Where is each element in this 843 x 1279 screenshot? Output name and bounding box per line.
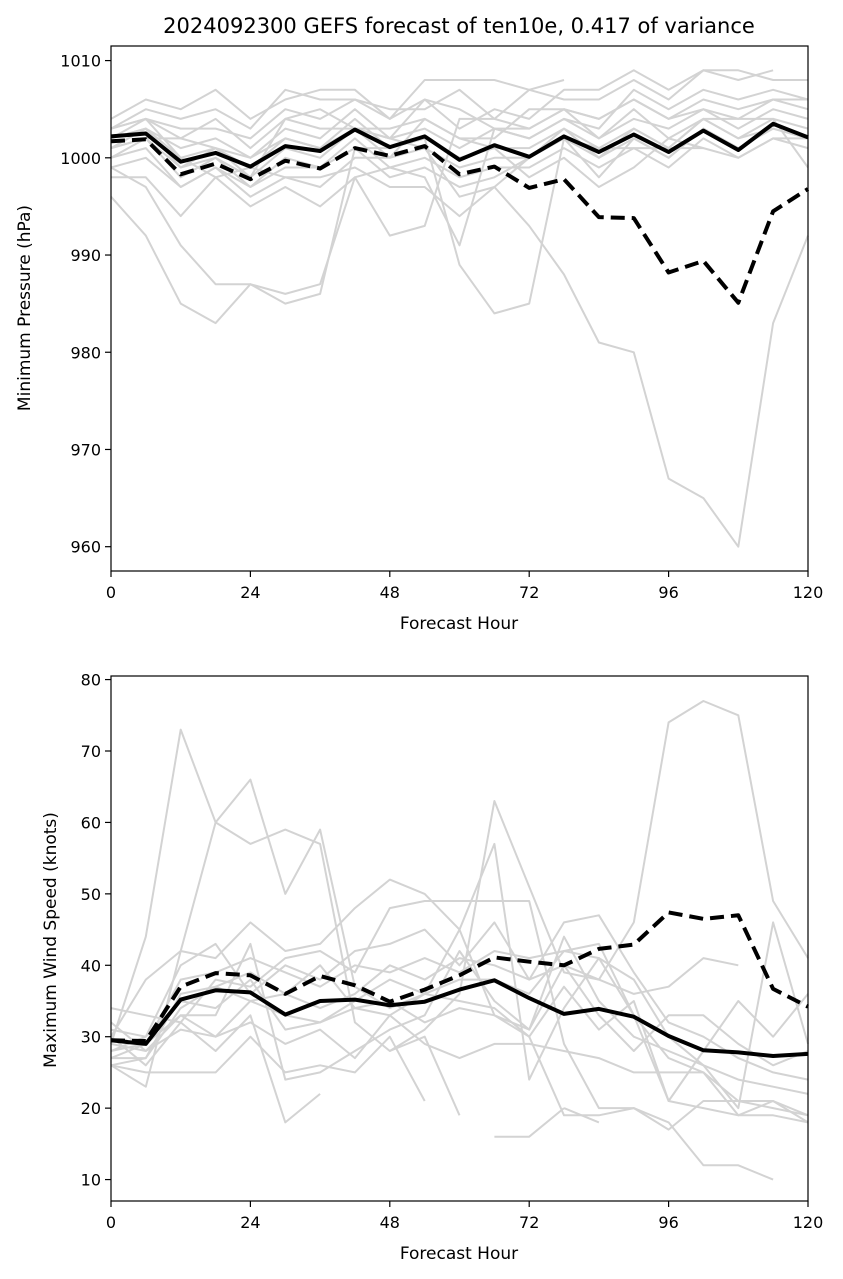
wind-member-line-3 xyxy=(110,878,809,1110)
wind-x-ticks: 0 24 48 72 96 120 xyxy=(106,1201,823,1232)
wind-solid-line xyxy=(110,978,809,1058)
wind-y-tick-label: 40 xyxy=(81,956,101,975)
pressure-y-tick-label: 980 xyxy=(70,343,101,362)
wind-y-tick-label: 50 xyxy=(81,885,101,904)
pressure-y-tick-label: 960 xyxy=(70,538,101,557)
pressure-x-tick-label: 120 xyxy=(793,583,824,602)
wind-member-line-12 xyxy=(110,1035,565,1138)
pressure-solid-line xyxy=(110,121,809,169)
wind-y-ticks: 10 20 30 40 50 60 70 80 xyxy=(81,671,111,1190)
pressure-panel: 2024092300 GEFS forecast of ten10e, 0.41… xyxy=(15,14,823,634)
wind-x-tick-label: 0 xyxy=(106,1213,116,1232)
wind-y-tick-label: 10 xyxy=(81,1171,101,1190)
wind-member-line-5 xyxy=(110,921,739,1052)
wind-y-tick-label: 30 xyxy=(81,1028,101,1047)
wind-x-tick-label: 24 xyxy=(240,1213,260,1232)
pressure-member-line-1 xyxy=(110,69,808,130)
pressure-x-tick-label: 72 xyxy=(519,583,539,602)
pressure-x-tick-label: 0 xyxy=(106,583,116,602)
pressure-x-ticks: 0 24 48 72 96 120 xyxy=(106,571,823,602)
wind-member-line-13 xyxy=(110,1014,809,1124)
pressure-member-line-3 xyxy=(110,79,565,140)
pressure-y-axis-label: Minimum Pressure (hPa) xyxy=(15,205,35,411)
pressure-plot-frame xyxy=(110,45,809,572)
pressure-member-line-16 xyxy=(110,127,809,548)
wind-x-tick-label: 48 xyxy=(380,1213,400,1232)
pressure-y-tick-label: 1010 xyxy=(60,52,101,71)
wind-member-line-4 xyxy=(110,900,774,1181)
pressure-member-line-10 xyxy=(110,117,808,188)
wind-y-tick-label: 60 xyxy=(81,813,101,832)
chart-title: 2024092300 GEFS forecast of ten10e, 0.41… xyxy=(163,14,755,38)
wind-member-line-6 xyxy=(110,950,809,1095)
pressure-x-axis-label: Forecast Hour xyxy=(400,614,518,634)
pressure-y-tick-label: 1000 xyxy=(60,149,101,168)
pressure-x-tick-label: 96 xyxy=(658,583,678,602)
wind-dashed-line xyxy=(110,910,809,1043)
wind-y-axis-label: Maximum Wind Speed (knots) xyxy=(41,812,61,1068)
pressure-member-line-13 xyxy=(111,98,809,237)
pressure-member-line-2 xyxy=(110,69,774,130)
wind-summary-lines xyxy=(110,910,809,1058)
wind-panel: 0 24 48 72 96 120 10 20 30 40 50 60 70 80 Forecast H… xyxy=(41,671,823,1264)
wind-x-tick-label: 120 xyxy=(793,1213,824,1232)
pressure-x-tick-label: 24 xyxy=(240,583,260,602)
wind-x-tick-label: 72 xyxy=(519,1213,539,1232)
pressure-member-line-14 xyxy=(110,108,809,295)
pressure-y-tick-label: 990 xyxy=(70,246,101,265)
pressure-summary-lines xyxy=(110,121,810,305)
wind-member-line-1 xyxy=(110,700,809,1088)
pressure-y-tick-label: 970 xyxy=(70,440,101,459)
wind-y-tick-label: 80 xyxy=(81,671,101,690)
pressure-y-ticks: 960 970 980 990 1000 1010 xyxy=(60,52,111,557)
wind-member-line-10 xyxy=(110,964,809,1124)
wind-y-tick-label: 70 xyxy=(81,742,101,761)
wind-plot-frame xyxy=(110,675,809,1202)
wind-member-line-14 xyxy=(110,978,809,1131)
pressure-x-tick-label: 48 xyxy=(380,583,400,602)
wind-ensemble-members xyxy=(110,700,809,1181)
wind-x-axis-label: Forecast Hour xyxy=(400,1244,518,1264)
wind-x-tick-label: 96 xyxy=(658,1213,678,1232)
pressure-dashed-line xyxy=(110,137,810,305)
wind-member-line-7 xyxy=(111,914,809,1081)
wind-y-tick-label: 20 xyxy=(81,1099,101,1118)
pressure-member-line-5 xyxy=(110,108,809,159)
